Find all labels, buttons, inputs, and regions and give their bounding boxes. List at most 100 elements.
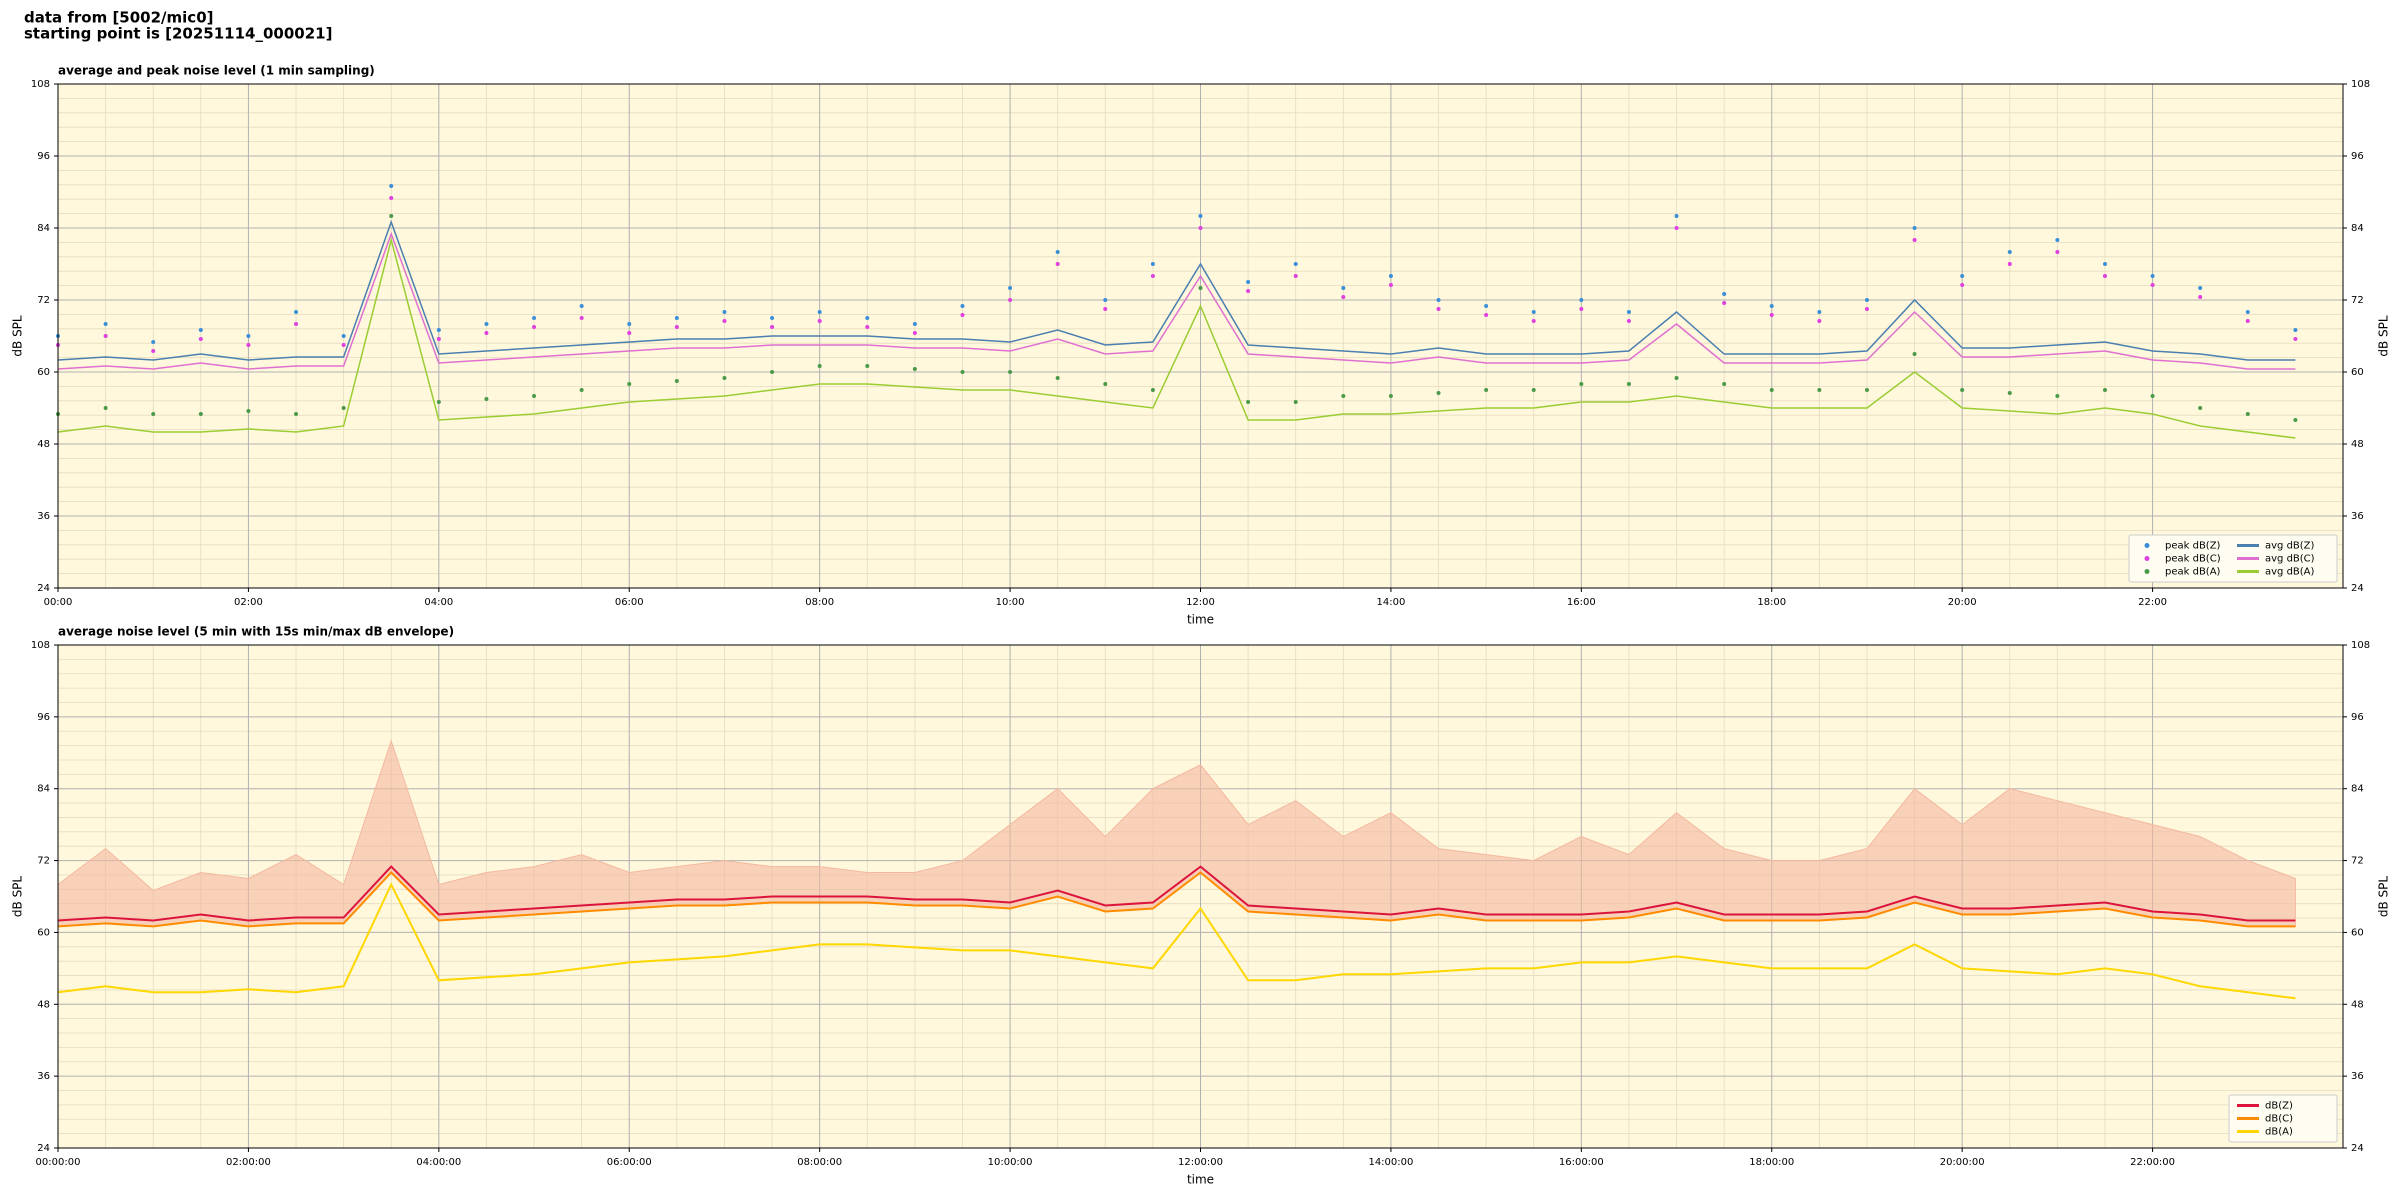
legend-label: peak dB(A): [2165, 567, 2221, 578]
x-tick-label: 18:00: [1757, 597, 1786, 608]
peak-point: [532, 394, 537, 398]
peak-point: [436, 400, 441, 404]
peak-point: [1912, 238, 1917, 242]
y-tick-label: 36: [2351, 511, 2364, 522]
peak-point: [2102, 388, 2107, 392]
peak-point: [2055, 238, 2060, 242]
legend-swatch: [2144, 543, 2150, 548]
peak-point: [722, 319, 727, 323]
legend-label: avg dB(Z): [2265, 541, 2315, 552]
peak-point: [1246, 280, 1251, 284]
peak-point: [1388, 283, 1393, 287]
peak-point: [1674, 214, 1679, 218]
peak-point: [1103, 298, 1108, 302]
peak-point: [1912, 226, 1917, 230]
peak-point: [1722, 301, 1727, 305]
peak-point: [1960, 274, 1965, 278]
y-tick-label: 24: [37, 1143, 50, 1154]
peak-point: [627, 331, 632, 335]
y-axis-label: dB SPL: [2377, 315, 2391, 357]
peak-point: [1055, 376, 1060, 380]
peak-point: [912, 331, 917, 335]
x-tick-label: 14:00: [1377, 597, 1406, 608]
x-axis-label: time: [1187, 1173, 1214, 1187]
x-tick-label: 00:00: [44, 597, 73, 608]
y-tick-label: 96: [2351, 151, 2364, 162]
y-tick-label: 84: [37, 784, 50, 795]
peak-point: [341, 334, 346, 338]
x-tick-label: 22:00: [2138, 597, 2167, 608]
peak-point: [2245, 319, 2250, 323]
peak-point: [103, 322, 108, 326]
y-tick-label: 48: [37, 439, 50, 450]
peak-point: [770, 316, 775, 320]
peak-point: [674, 316, 679, 320]
peak-point: [2198, 295, 2203, 299]
peak-point: [865, 325, 870, 329]
peak-point: [1531, 319, 1536, 323]
y-tick-label: 84: [2351, 223, 2364, 234]
peak-point: [198, 412, 203, 416]
series-line: [57, 882, 2296, 1000]
y-tick-label: 36: [37, 511, 50, 522]
peak-point: [1626, 319, 1631, 323]
peak-point: [1769, 313, 1774, 317]
peak-point: [2293, 337, 2298, 341]
peak-point: [2293, 418, 2298, 422]
peak-point: [1388, 394, 1393, 398]
peak-point: [2007, 391, 2012, 395]
peak-point: [674, 325, 679, 329]
peak-point: [151, 349, 156, 353]
peak-point: [198, 328, 203, 332]
series-line: [57, 871, 2296, 928]
peak-point: [722, 376, 727, 380]
x-tick-label: 00:00:00: [36, 1157, 81, 1168]
peak-point: [1246, 289, 1251, 293]
peak-point: [1008, 370, 1013, 374]
x-tick-label: 12:00: [1186, 597, 1215, 608]
peak-point: [770, 325, 775, 329]
peak-point: [674, 379, 679, 383]
peak-point: [151, 412, 156, 416]
peak-point: [103, 334, 108, 338]
x-axis-label: time: [1187, 613, 1214, 627]
y-axis-label: dB SPL: [11, 315, 25, 357]
peak-point: [2055, 394, 2060, 398]
legend-label: dB(A): [2265, 1127, 2293, 1138]
y-tick-label: 36: [37, 1071, 50, 1082]
peak-point: [817, 310, 822, 314]
peak-point: [960, 370, 965, 374]
peak-point: [2007, 262, 2012, 266]
peak-point: [1531, 310, 1536, 314]
peak-point: [1864, 388, 1869, 392]
x-tick-label: 20:00: [1948, 597, 1977, 608]
peak-point: [579, 388, 584, 392]
peak-point: [1722, 292, 1727, 296]
peak-point: [389, 214, 394, 218]
x-tick-label: 06:00: [615, 597, 644, 608]
peak-point: [1008, 286, 1013, 290]
peak-point: [2055, 250, 2060, 254]
peak-point: [1341, 394, 1346, 398]
peak-point: [1150, 262, 1155, 266]
y-tick-label: 48: [37, 999, 50, 1010]
series-line: [57, 231, 2296, 370]
peak-point: [1198, 226, 1203, 230]
peak-point: [2198, 406, 2203, 410]
y-tick-label: 96: [37, 712, 50, 723]
peak-point: [865, 316, 870, 320]
peak-point: [2102, 274, 2107, 278]
y-axis-label: dB SPL: [2377, 876, 2391, 918]
peak-point: [103, 406, 108, 410]
peak-point: [1484, 388, 1489, 392]
peak-point: [1436, 391, 1441, 395]
x-tick-label: 10:00:00: [988, 1157, 1033, 1168]
series-line: [57, 237, 2296, 439]
y-tick-label: 72: [2351, 856, 2364, 867]
peak-point: [1484, 304, 1489, 308]
y-tick-label: 96: [2351, 712, 2364, 723]
y-tick-label: 108: [2351, 640, 2370, 651]
peak-point: [2150, 274, 2155, 278]
chart-title: average noise level (5 min with 15s min/…: [58, 625, 454, 639]
